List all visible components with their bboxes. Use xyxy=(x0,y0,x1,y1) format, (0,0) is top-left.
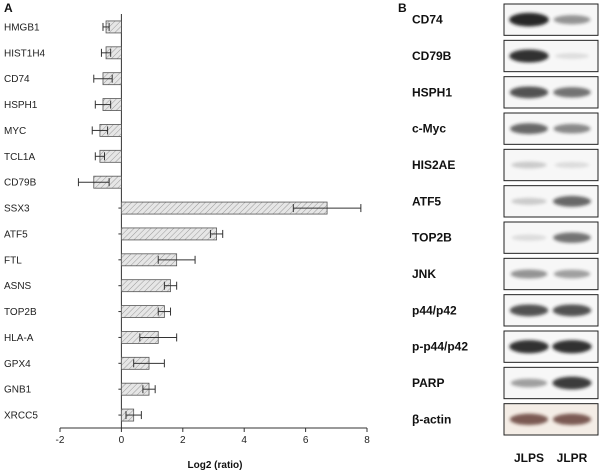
category-label: HSPH1 xyxy=(4,100,38,111)
blot-label-cd79b: CD79B xyxy=(412,49,452,63)
blot-band-cd79b-lane2 xyxy=(554,53,590,59)
blot-band-jnk-lane1 xyxy=(510,269,548,279)
category-label: SSX3 xyxy=(4,204,30,215)
panel-b-letter: B xyxy=(398,1,407,15)
blot-band-cd74-lane2 xyxy=(553,15,591,25)
blot-band-his2ae-lane1 xyxy=(511,161,547,169)
category-label: GNB1 xyxy=(4,385,32,396)
category-label: GPX4 xyxy=(4,359,31,370)
blot-label-atf5: ATF5 xyxy=(412,194,441,208)
category-label: TOP2B xyxy=(4,307,37,318)
x-axis-title: Log2 (ratio) xyxy=(188,460,243,471)
blot-band-cd74-lane1 xyxy=(509,12,549,27)
blot-label-cd74: CD74 xyxy=(412,13,443,27)
category-label: ASNS xyxy=(4,281,32,292)
x-tick-label: 2 xyxy=(180,435,186,446)
blot-band-c-myc-lane1 xyxy=(510,123,548,135)
blot-label-p-p44-p42: p-p44/p42 xyxy=(412,340,468,354)
blot-band-jnk-lane2 xyxy=(553,269,591,279)
blot-band-atf5-lane2 xyxy=(553,195,591,207)
x-tick-label: 8 xyxy=(364,435,370,446)
category-label: CD74 xyxy=(4,74,30,85)
panel-a-letter: A xyxy=(4,1,13,15)
blot-band-actin-lane2 xyxy=(552,413,592,425)
blot-label-jnk: JNK xyxy=(412,267,436,281)
bar-asns xyxy=(121,279,171,293)
x-tick-label: 6 xyxy=(303,435,309,446)
blot-band-parp-lane2 xyxy=(552,376,592,390)
western-blot-panel: CD74 CD79B HSPH1 c-Myc HIS2AE ATF5 TOP2B JNK p44… xyxy=(412,3,599,465)
blot-band-hsph1-lane2 xyxy=(553,87,591,98)
lane-label-jlpr: JLPR xyxy=(557,451,588,465)
blot-label-actin: β-actin xyxy=(412,412,451,426)
lane-label-jlps: JLPS xyxy=(514,451,544,465)
blot-label-his2ae: HIS2AE xyxy=(412,158,455,172)
blot-band-p44-p42-lane1 xyxy=(509,304,549,317)
blot-band-top2b-lane2 xyxy=(553,232,591,243)
x-tick-label: 0 xyxy=(119,435,125,446)
bar-chart: -2 0 2 4 6 8 HMGB1 HIST1H4 CD74 HSPH1 MYC TCL1A CD79… xyxy=(4,14,370,446)
blot-band-p-p44-p42-lane2 xyxy=(552,340,592,354)
blot-band-parp-lane1 xyxy=(510,378,548,388)
blot-label-c-myc: c-Myc xyxy=(412,122,446,136)
blot-label-hsph1: HSPH1 xyxy=(412,85,452,99)
blot-label-top2b: TOP2B xyxy=(412,231,452,245)
blot-band-cd79b-lane1 xyxy=(509,49,549,63)
blot-label-parp: PARP xyxy=(412,376,444,390)
category-label: XRCC5 xyxy=(4,411,38,422)
bar-atf5 xyxy=(121,227,217,241)
blot-band-p44-p42-lane2 xyxy=(552,304,592,317)
blot-band-c-myc-lane2 xyxy=(553,123,591,134)
category-label: HLA-A xyxy=(4,333,34,344)
category-label: CD79B xyxy=(4,178,37,189)
blot-label-p44-p42: p44/p42 xyxy=(412,303,457,317)
category-label: TCL1A xyxy=(4,152,35,163)
category-label: MYC xyxy=(4,126,26,137)
blot-band-atf5-lane1 xyxy=(511,197,547,205)
blot-band-actin-lane1 xyxy=(509,413,549,425)
category-label: ATF5 xyxy=(4,229,28,240)
x-tick-label: 4 xyxy=(241,435,247,446)
blot-band-his2ae-lane2 xyxy=(554,161,590,169)
category-label: HIST1H4 xyxy=(4,48,46,59)
category-label: FTL xyxy=(4,255,22,266)
blot-band-top2b-lane1 xyxy=(511,234,547,241)
blot-band-p-p44-p42-lane1 xyxy=(509,340,549,354)
blot-band-hsph1-lane1 xyxy=(509,86,549,99)
category-label: HMGB1 xyxy=(4,22,40,33)
x-tick-label: -2 xyxy=(56,435,65,446)
